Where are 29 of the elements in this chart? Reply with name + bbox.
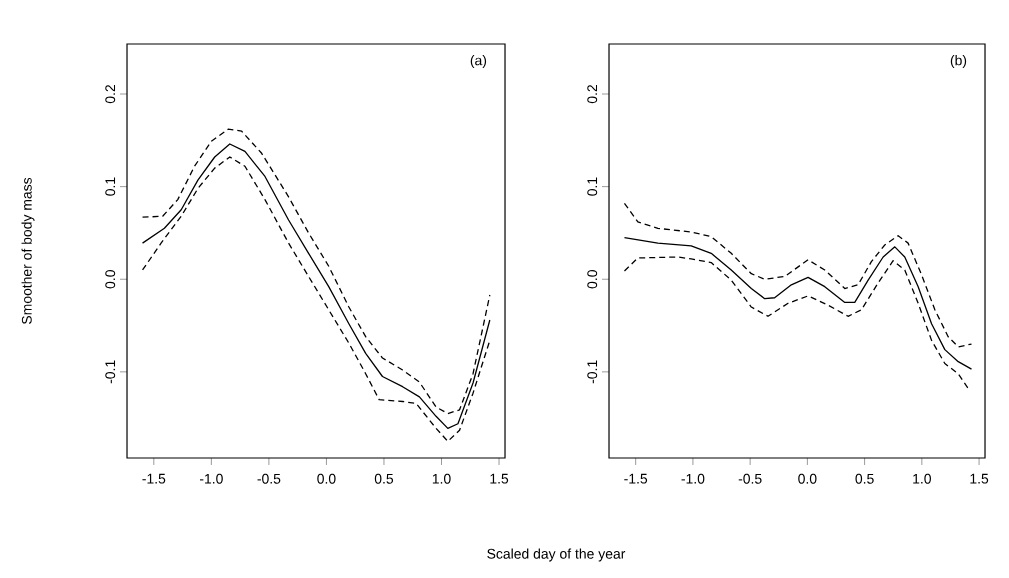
y-tick-label: 0.0 bbox=[587, 270, 598, 289]
x-tick-label: -1.0 bbox=[199, 473, 223, 484]
x-tick-label: 0.0 bbox=[798, 473, 817, 484]
x-tick-label: -1.0 bbox=[681, 473, 705, 484]
y-tick-label: 0.2 bbox=[587, 85, 598, 104]
annotation: (a) bbox=[470, 55, 487, 69]
x-tick-label: 1.0 bbox=[432, 473, 451, 484]
line-series bbox=[623, 236, 973, 370]
x-tick-label: 1.5 bbox=[970, 473, 989, 484]
line-series bbox=[623, 256, 969, 390]
annotation: (b) bbox=[950, 55, 967, 69]
x-tick-label: 0.5 bbox=[855, 473, 874, 484]
y-tick-label: -0.1 bbox=[587, 360, 598, 384]
x-axis-title: Scaled day of the year bbox=[487, 548, 626, 562]
y-tick-label: 0.1 bbox=[587, 177, 598, 196]
y-tick-label: -0.1 bbox=[105, 360, 116, 384]
y-tick-label: 0.2 bbox=[105, 85, 116, 104]
x-tick-label: -0.5 bbox=[257, 473, 281, 484]
x-tick-label: 1.0 bbox=[913, 473, 931, 484]
line-series bbox=[623, 202, 973, 348]
x-tick-label: 0.5 bbox=[374, 473, 394, 484]
x-tick-label: 0.0 bbox=[317, 473, 336, 484]
y-axis-title: Smoother of body mass bbox=[21, 177, 35, 324]
x-tick-label: -1.5 bbox=[624, 473, 648, 484]
x-tick-label: -1.5 bbox=[142, 473, 166, 484]
y-tick-label: 0.0 bbox=[105, 270, 116, 289]
x-tick-label: -0.5 bbox=[738, 473, 762, 484]
x-tick-label: 1.5 bbox=[490, 473, 509, 484]
y-tick-label: 0.1 bbox=[105, 177, 116, 196]
